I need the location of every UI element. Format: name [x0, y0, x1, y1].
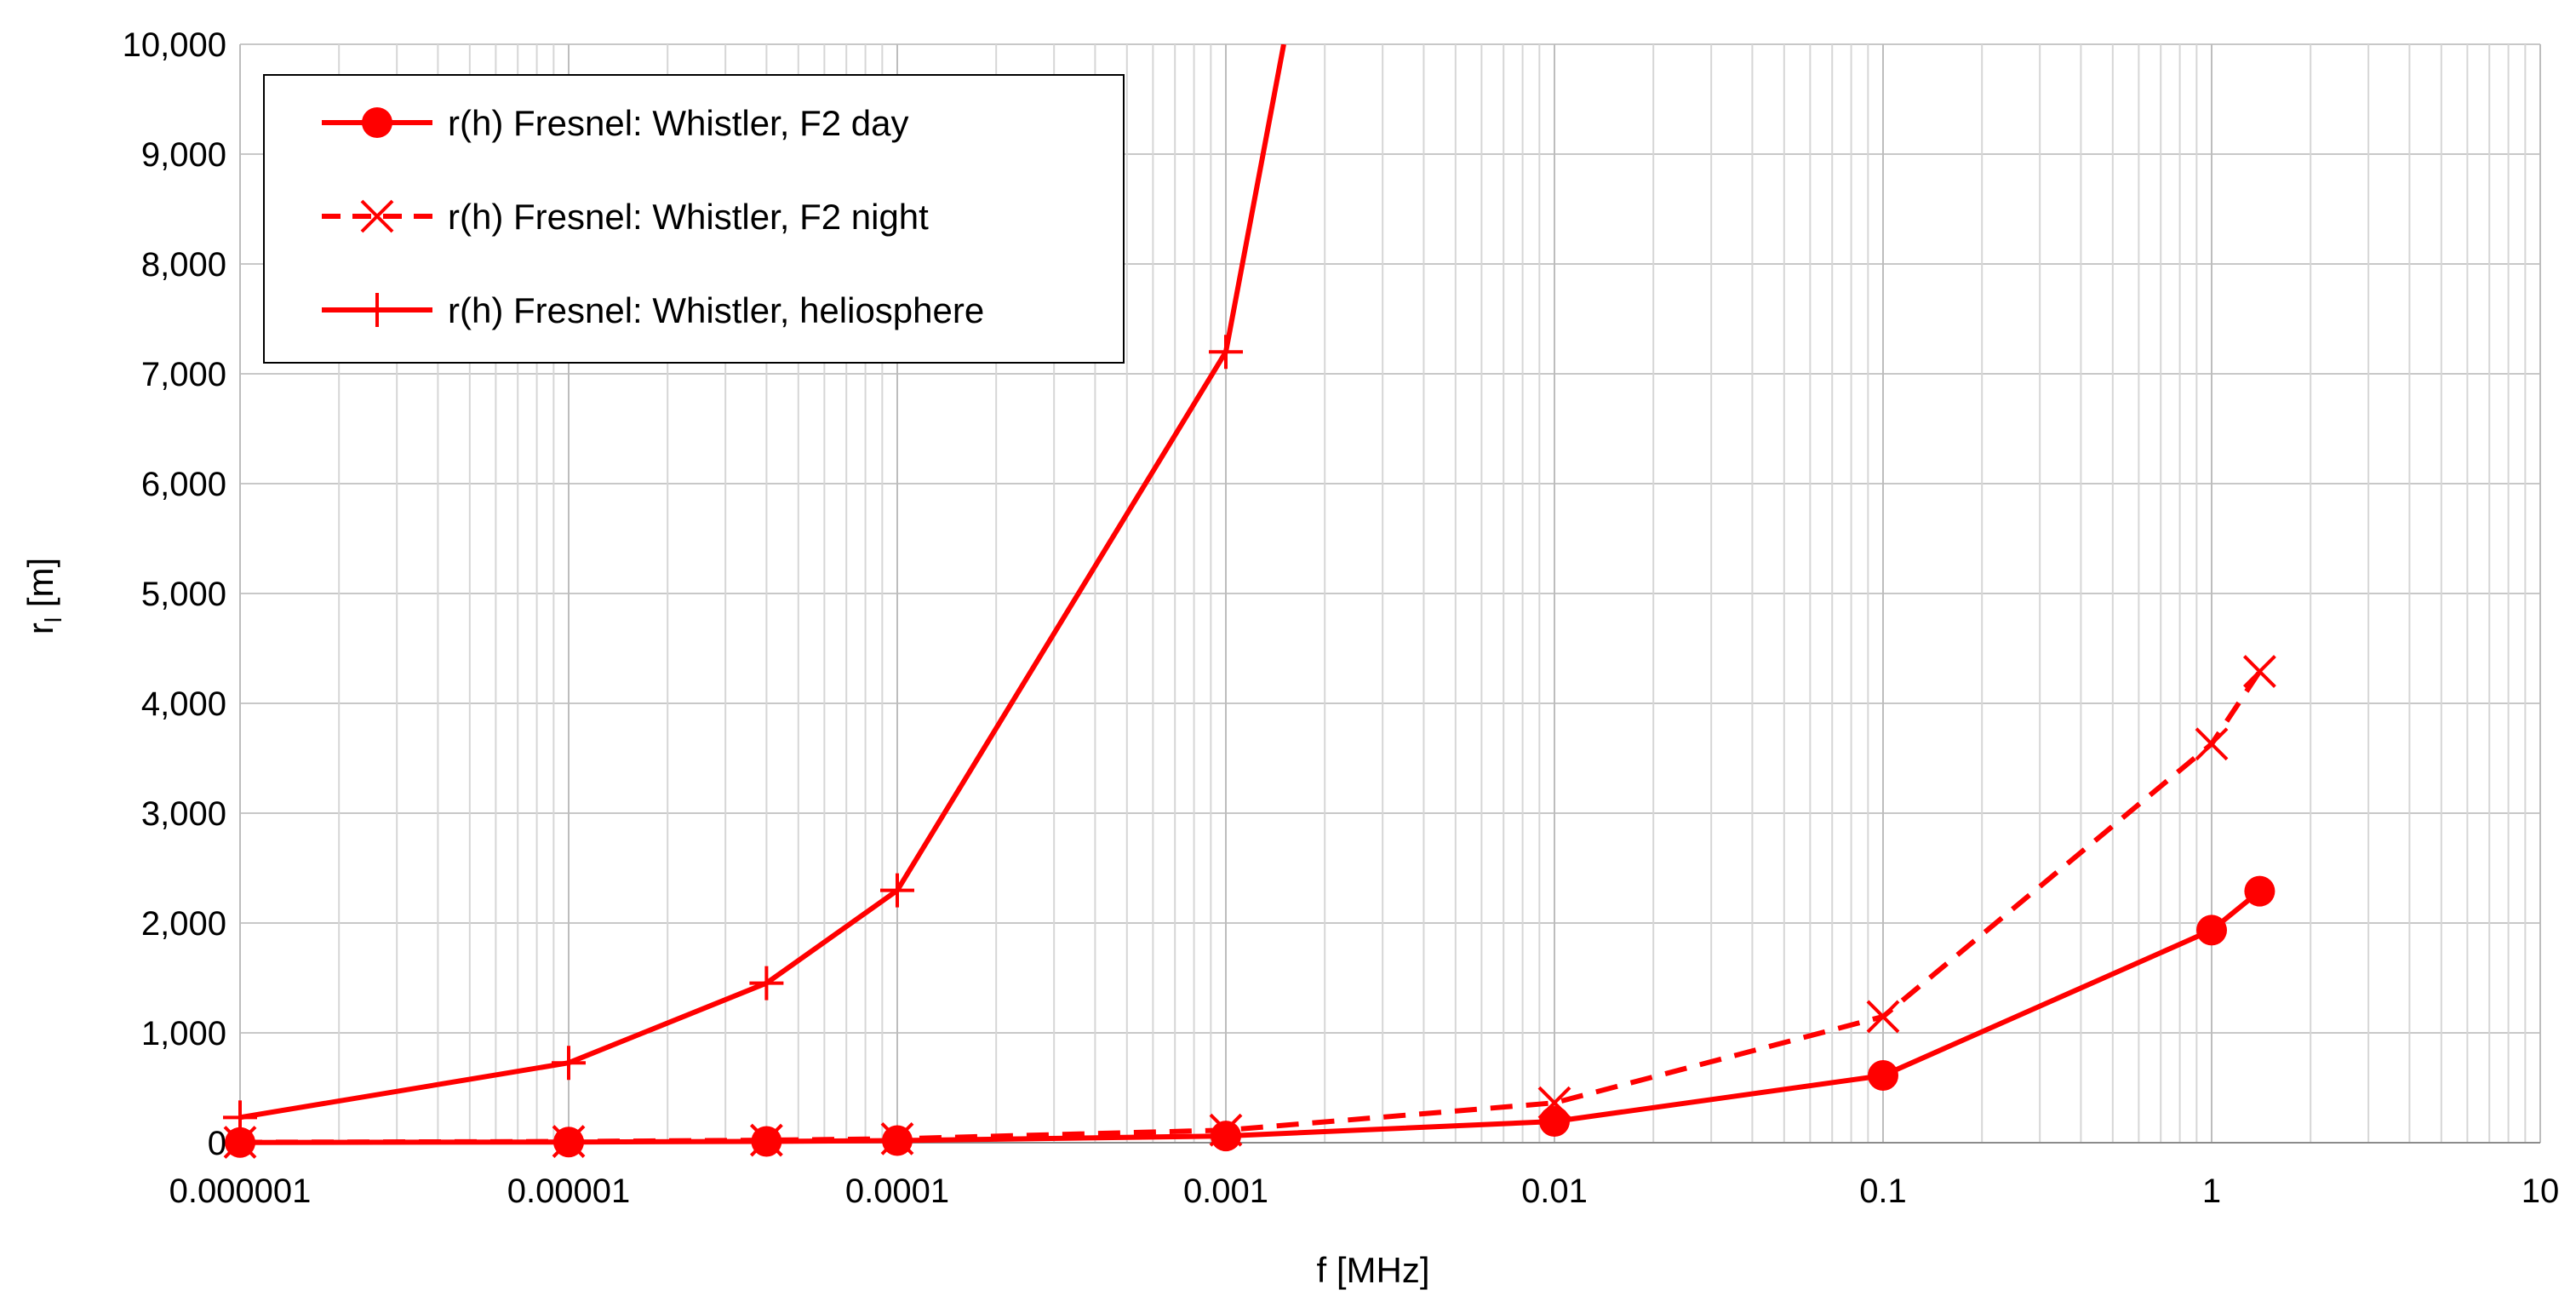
marker-x — [880, 1121, 914, 1155]
marker-plus — [223, 1100, 257, 1135]
x-tick-label: 10 — [2522, 1173, 2560, 1210]
marker-plus — [1209, 335, 1243, 370]
y-tick-labels: 0 1,000 2,000 3,000 4,000 5,000 6,000 7,000 8,00… — [123, 26, 226, 1162]
y-tick-label: 9,000 — [141, 136, 226, 174]
y-tick-label: 4,000 — [141, 685, 226, 723]
marker-x — [2242, 655, 2276, 689]
legend-label: r(h) Fresnel: Whistler, F2 day — [448, 103, 908, 143]
marker-plus — [360, 293, 394, 327]
x-tick-label: 0.1 — [1859, 1173, 1907, 1210]
x-tick-label: 0.00001 — [507, 1173, 631, 1210]
marker-circle — [1868, 1060, 1898, 1092]
y-tick-label: 8,000 — [141, 246, 226, 284]
marker-x — [1866, 1000, 1900, 1034]
legend-entry-2: r(h) Fresnel: Whistler, F2 night — [322, 197, 929, 237]
y-axis-title-unit: [m] — [20, 558, 60, 617]
x-axis-title: f [MHz] — [1317, 1250, 1430, 1290]
legend-entry-3: r(h) Fresnel: Whistler, heliosphere — [322, 290, 984, 330]
x-tick-label: 0.000001 — [169, 1173, 312, 1210]
series-line-3 — [239, 44, 1286, 1121]
y-axis-title-subscript: l — [40, 617, 66, 622]
x-tick-label: 0.01 — [1521, 1173, 1588, 1210]
y-tick-label: 5,000 — [141, 576, 226, 613]
series-markers — [223, 335, 2276, 1159]
marker-circle — [1211, 1121, 1241, 1152]
y-tick-label: 0 — [208, 1125, 226, 1162]
y-tick-label: 1,000 — [141, 1015, 226, 1052]
marker-x — [749, 1123, 783, 1157]
y-tick-label: 6,000 — [141, 466, 226, 503]
y-tick-label: 7,000 — [141, 356, 226, 393]
y-tick-label: 10,000 — [123, 26, 226, 64]
marker-circle — [2196, 915, 2227, 946]
marker-x — [360, 199, 394, 233]
legend-label: r(h) Fresnel: Whistler, heliosphere — [448, 290, 984, 330]
series-markers-3 — [223, 335, 1243, 1135]
marker-circle — [2244, 875, 2275, 907]
y-tick-label: 3,000 — [141, 795, 226, 833]
legend-label: r(h) Fresnel: Whistler, F2 night — [448, 197, 929, 237]
y-axis-title: rl [m] — [20, 558, 66, 634]
y-tick-label: 2,000 — [141, 905, 226, 943]
y-axis-title-main: r — [20, 622, 60, 634]
marker-x — [1209, 1113, 1243, 1147]
marker-x — [223, 1126, 257, 1159]
marker-plus — [749, 966, 784, 1001]
marker-x — [552, 1125, 586, 1158]
x-tick-labels: 0.000001 0.00001 0.0001 0.001 0.01 0.1 1 10 — [169, 1173, 2560, 1210]
marker-x — [2195, 727, 2229, 761]
marker-x — [1537, 1086, 1571, 1120]
series-markers-2 — [223, 655, 2276, 1159]
x-tick-label: 0.0001 — [845, 1173, 949, 1210]
marker-plus — [552, 1046, 586, 1081]
x-tick-label: 0.001 — [1183, 1173, 1268, 1210]
marker-circle — [1539, 1105, 1570, 1137]
x-tick-label: 1 — [2202, 1173, 2221, 1210]
legend-entry-1: r(h) Fresnel: Whistler, F2 day — [322, 103, 908, 143]
marker-plus — [880, 873, 914, 908]
marker-circle — [362, 107, 392, 138]
legend: r(h) Fresnel: Whistler, F2 day r(h) Fresn… — [263, 74, 1125, 364]
